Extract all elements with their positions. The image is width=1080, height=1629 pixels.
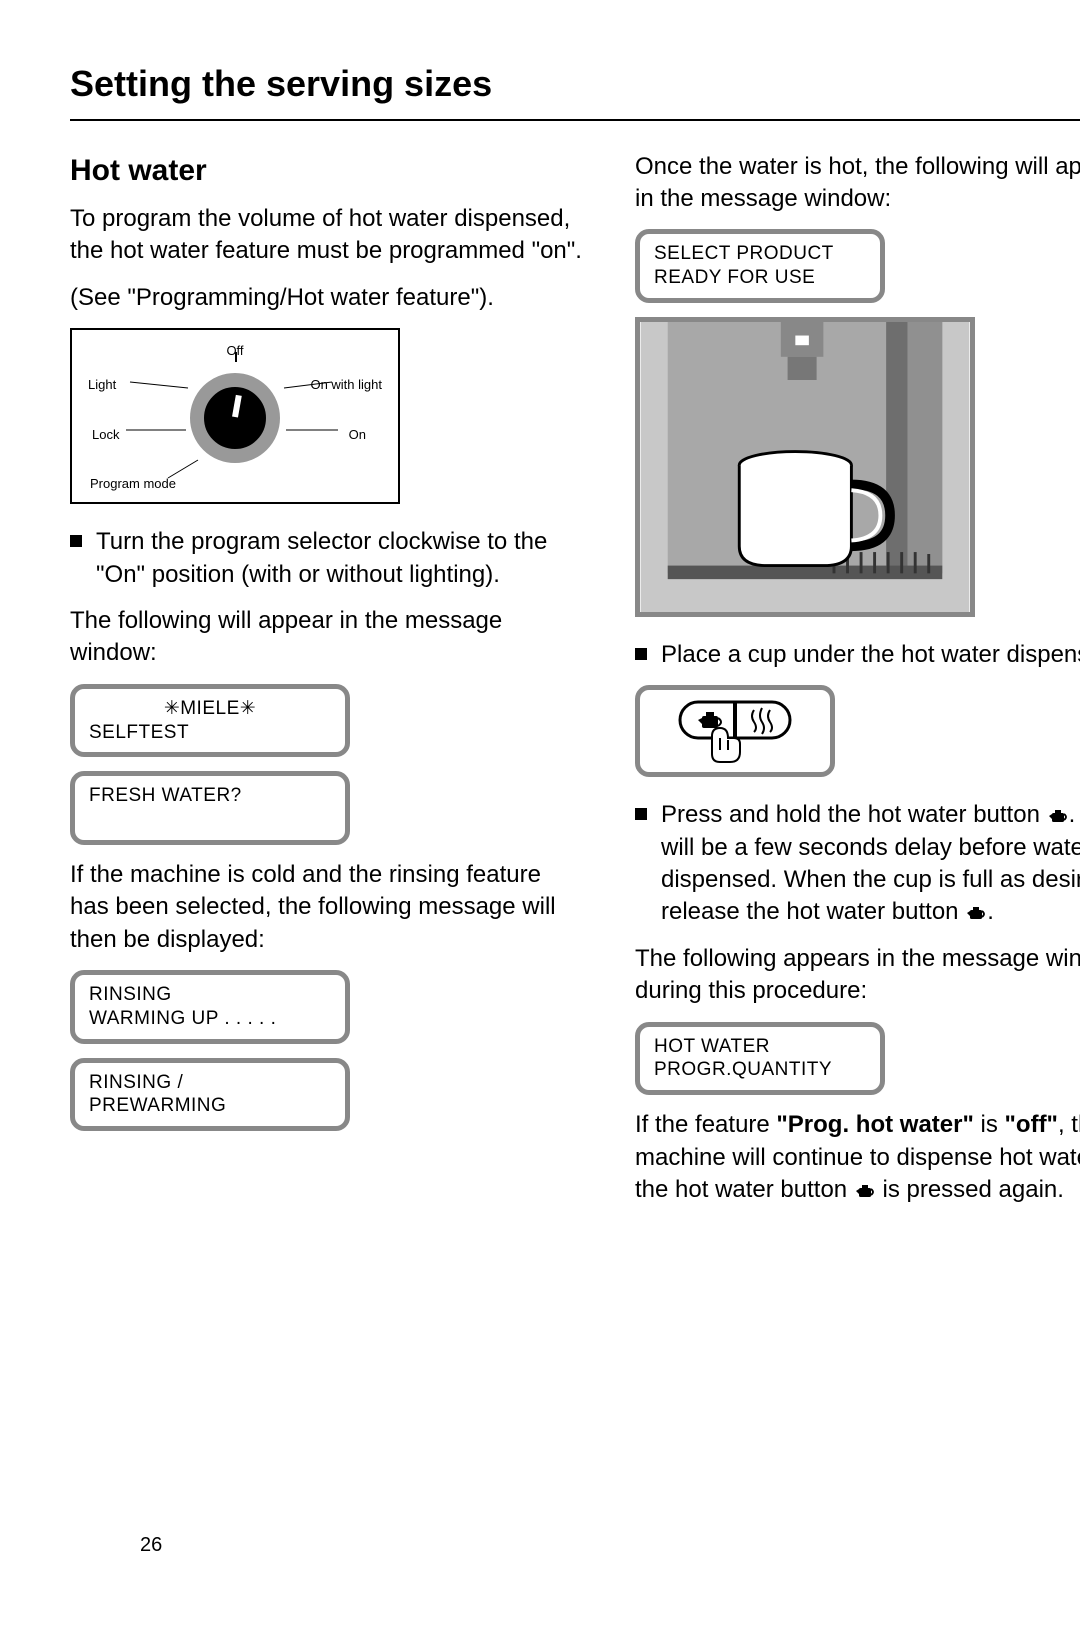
page-title: Setting the serving sizes: [70, 60, 1080, 121]
display-line: RINSING: [89, 983, 331, 1007]
text-fragment: is: [974, 1111, 1005, 1138]
left-column: Hot water To program the volume of hot w…: [70, 151, 585, 1221]
display-line: ✳MIELE✳: [89, 697, 331, 721]
display-line: WARMING UP . . . . .: [89, 1007, 331, 1031]
teapot-icon: [854, 1183, 876, 1199]
display-fresh-water: FRESH WATER?: [70, 771, 350, 845]
para-during-procedure: The following appears in the message win…: [635, 943, 1080, 1008]
bold-off: "off": [1005, 1111, 1058, 1138]
bullet-turn-selector: Turn the program selector clockwise to t…: [70, 526, 585, 591]
para-if-prog-off: If the feature "Prog. hot water" is "off…: [635, 1109, 1080, 1206]
page-number: 26: [140, 1532, 162, 1559]
bullet-press-text: Press and hold the hot water button . Th…: [661, 799, 1080, 929]
display-line: SELECT PRODUCT: [654, 242, 866, 266]
selector-lines-icon: [86, 348, 386, 488]
intro-paragraph-2: (See "Programming/Hot water feature").: [70, 282, 585, 314]
display-hot-water-prog: HOT WATER PROGR.QUANTITY: [635, 1022, 885, 1096]
text-fragment: .: [987, 898, 994, 925]
coffee-machine-icon: [640, 322, 970, 612]
bullet-square-icon: [635, 648, 647, 660]
para-following-appear: The following will appear in the message…: [70, 605, 585, 670]
teapot-icon: [1047, 808, 1069, 824]
text-fragment: is pressed again.: [876, 1176, 1064, 1203]
text-fragment: If the feature: [635, 1111, 776, 1138]
bullet-press-hold: Press and hold the hot water button . Th…: [635, 799, 1080, 929]
teapot-icon: [965, 905, 987, 921]
display-line: FRESH WATER?: [89, 784, 331, 808]
bullet-square-icon: [635, 808, 647, 820]
display-miele-selftest: ✳MIELE✳ SELFTEST: [70, 684, 350, 758]
button-panel-illustration: [635, 685, 835, 777]
display-rinsing-prewarming: RINSING / PREWARMING: [70, 1058, 350, 1132]
text-fragment: Press and hold the hot water button: [661, 801, 1047, 828]
display-line: READY FOR USE: [654, 266, 866, 290]
display-line: HOT WATER: [654, 1035, 866, 1059]
bullet-square-icon: [70, 535, 82, 547]
para-if-cold: If the machine is cold and the rinsing f…: [70, 859, 585, 956]
display-line: RINSING /: [89, 1071, 331, 1095]
display-select-product: SELECT PRODUCT READY FOR USE: [635, 229, 885, 303]
display-line: SELFTEST: [89, 721, 331, 745]
button-panel-icon: [640, 696, 830, 776]
subhead-hot-water: Hot water: [70, 151, 585, 192]
right-column: Once the water is hot, the following wil…: [635, 151, 1080, 1221]
intro-paragraph-1: To program the volume of hot water dispe…: [70, 203, 585, 268]
display-line: PREWARMING: [89, 1094, 331, 1118]
coffee-machine-illustration: [635, 317, 975, 617]
content-columns: Hot water To program the volume of hot w…: [70, 151, 1080, 1221]
display-line: PROGR.QUANTITY: [654, 1058, 866, 1082]
bullet-place-text: Place a cup under the hot water dispense…: [661, 639, 1080, 671]
para-once-hot: Once the water is hot, the following wil…: [635, 151, 1080, 216]
bold-prog-hot-water: "Prog. hot water": [776, 1111, 973, 1138]
bullet-place-cup: Place a cup under the hot water dispense…: [635, 639, 1080, 671]
display-rinsing-warming: RINSING WARMING UP . . . . .: [70, 970, 350, 1044]
bullet-turn-text: Turn the program selector clockwise to t…: [96, 526, 585, 591]
selector-diagram: Off On with light On Lock Light Program …: [70, 328, 400, 504]
